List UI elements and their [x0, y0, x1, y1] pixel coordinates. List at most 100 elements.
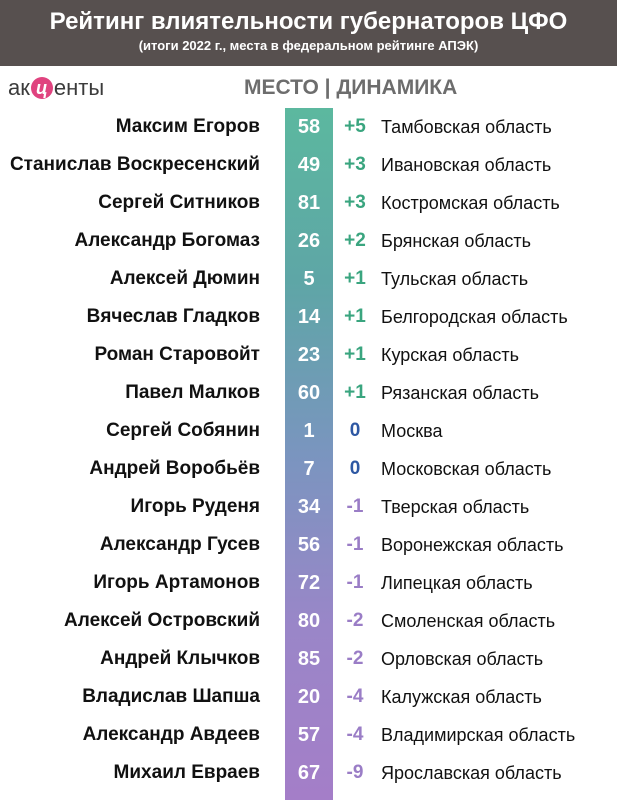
governor-row: Сергей Собянин 1 0 Москва: [0, 412, 617, 450]
rank-change: +1: [344, 306, 366, 327]
federal-rank: 1: [303, 420, 315, 442]
region-name: Тульская область: [381, 269, 529, 289]
federal-rank: 34: [297, 496, 321, 518]
region-name: Рязанская область: [381, 383, 540, 403]
federal-rank: 5: [303, 268, 315, 290]
governor-name: Сергей Собянин: [106, 420, 260, 441]
federal-rank: 57: [297, 724, 321, 746]
governor-row: Максим Егоров 58 +5 Тамбовская область: [0, 108, 617, 146]
governor-row: Александр Гусев 56 -1 Воронежская область: [0, 526, 617, 564]
rank-change: -1: [346, 534, 364, 555]
governor-name: Станислав Воскресенский: [9, 154, 260, 175]
governor-row: Андрей Клычков 85 -2 Орловская область: [0, 640, 617, 678]
region-name: Воронежская область: [381, 535, 564, 555]
federal-rank: 80: [297, 610, 321, 632]
governor-row: Сергей Ситников 81 +3 Костромская область: [0, 184, 617, 222]
governor-row: Алексей Островский 80 -2 Смоленская область: [0, 602, 617, 640]
rank-change: -9: [346, 762, 364, 783]
region-name: Ярославская область: [381, 763, 562, 783]
governor-row: Алексей Дюмин 5 +1 Тульская область: [0, 260, 617, 298]
governor-name: Алексей Островский: [64, 610, 260, 631]
governor-name: Андрей Клычков: [100, 648, 260, 669]
region-name: Владимирская область: [381, 725, 576, 745]
federal-rank: 7: [303, 458, 315, 480]
governor-name: Михаил Евраев: [113, 762, 260, 783]
governor-name: Александр Гусев: [99, 534, 260, 555]
federal-rank: 26: [297, 230, 321, 252]
federal-rank: 72: [297, 572, 321, 594]
governor-row: Павел Малков 60 +1 Рязанская область: [0, 374, 617, 412]
region-name: Тверская область: [381, 497, 530, 517]
federal-rank: 60: [297, 382, 321, 404]
region-name: Московская область: [381, 459, 552, 479]
governor-row: Андрей Воробьёв 7 0 Московская область: [0, 450, 617, 488]
governor-name: Сергей Ситников: [98, 192, 260, 213]
rank-change: +1: [344, 382, 366, 403]
governor-list: Максим Егоров 58 +5 Тамбовская область Стани…: [0, 108, 617, 792]
region-name: Калужская область: [381, 687, 542, 707]
federal-rank: 56: [297, 534, 321, 556]
logo-mark: ц: [30, 77, 53, 99]
rank-change: +3: [344, 154, 366, 175]
rank-change: -1: [346, 572, 364, 593]
governor-name: Александр Богомаз: [74, 230, 260, 251]
governor-row: Игорь Артамонов 72 -1 Липецкая область: [0, 564, 617, 602]
governor-row: Станислав Воскресенский 49 +3 Ивановская об…: [0, 146, 617, 184]
rank-column-background: [285, 108, 333, 800]
region-name: Курская область: [381, 345, 519, 365]
rank-change: 0: [349, 420, 361, 441]
region-name: Смоленская область: [381, 611, 556, 631]
governor-row: Александр Богомаз 26 +2 Брянская область: [0, 222, 617, 260]
page-title: Рейтинг влиятельности губернаторов ЦФО: [49, 8, 568, 35]
rank-change: +3: [344, 192, 366, 213]
rank-change: +1: [344, 344, 366, 365]
governor-name: Павел Малков: [125, 382, 260, 403]
region-name: Орловская область: [381, 649, 544, 669]
rank-change: +1: [344, 268, 366, 289]
logo-text-right: енты: [53, 75, 105, 100]
rank-change: -4: [346, 724, 364, 745]
governor-name: Игорь Руденя: [130, 496, 260, 517]
governor-name: Роман Старовойт: [94, 344, 260, 365]
federal-rank: 81: [297, 192, 321, 214]
federal-rank: 20: [297, 686, 321, 708]
region-name: Москва: [381, 421, 443, 441]
federal-rank: 85: [297, 648, 321, 670]
rank-change: 0: [349, 458, 361, 479]
region-name: Брянская область: [381, 231, 531, 251]
region-name: Белгородская область: [381, 307, 568, 327]
federal-rank: 23: [297, 344, 321, 366]
region-name: Липецкая область: [381, 573, 533, 593]
governor-name: Владислав Шапша: [82, 686, 260, 707]
rank-change: -4: [346, 686, 364, 707]
governor-row: Роман Старовойт 23 +1 Курская область: [0, 336, 617, 374]
rank-change: -2: [346, 648, 364, 669]
brand-logo: ак ц енты: [8, 77, 104, 99]
governor-name: Вячеслав Гладков: [86, 306, 260, 327]
rank-change: +5: [344, 116, 366, 137]
rank-change: +2: [344, 230, 366, 251]
governor-row: Вячеслав Гладков 14 +1 Белгородская область: [0, 298, 617, 336]
governor-name: Андрей Воробьёв: [89, 458, 260, 479]
governor-name: Максим Егоров: [115, 116, 260, 137]
governor-row: Владислав Шапша 20 -4 Калужская область: [0, 678, 617, 716]
logo-text-left: ак: [8, 75, 30, 100]
governor-row: Александр Авдеев 57 -4 Владимирская область: [0, 716, 617, 754]
page-subtitle: (итоги 2022 г., места в федеральном рейт…: [138, 38, 479, 53]
governor-row: Игорь Руденя 34 -1 Тверская область: [0, 488, 617, 526]
governor-name: Александр Авдеев: [82, 724, 260, 745]
federal-rank: 14: [297, 306, 321, 328]
federal-rank: 58: [297, 116, 321, 138]
rank-change: -2: [346, 610, 364, 631]
federal-rank: 49: [297, 154, 321, 176]
governor-name: Алексей Дюмин: [109, 268, 260, 289]
governor-name: Игорь Артамонов: [93, 572, 260, 593]
header-banner: Рейтинг влиятельности губернаторов ЦФО (…: [0, 0, 617, 66]
rank-change: -1: [346, 496, 364, 517]
federal-rank: 67: [297, 762, 321, 784]
region-name: Тамбовская область: [381, 117, 552, 137]
governor-row: Михаил Евраев 67 -9 Ярославская область: [0, 754, 617, 792]
column-header: МЕСТО | ДИНАМИКА: [244, 76, 458, 99]
region-name: Ивановская область: [381, 155, 552, 175]
region-name: Костромская область: [381, 193, 560, 213]
